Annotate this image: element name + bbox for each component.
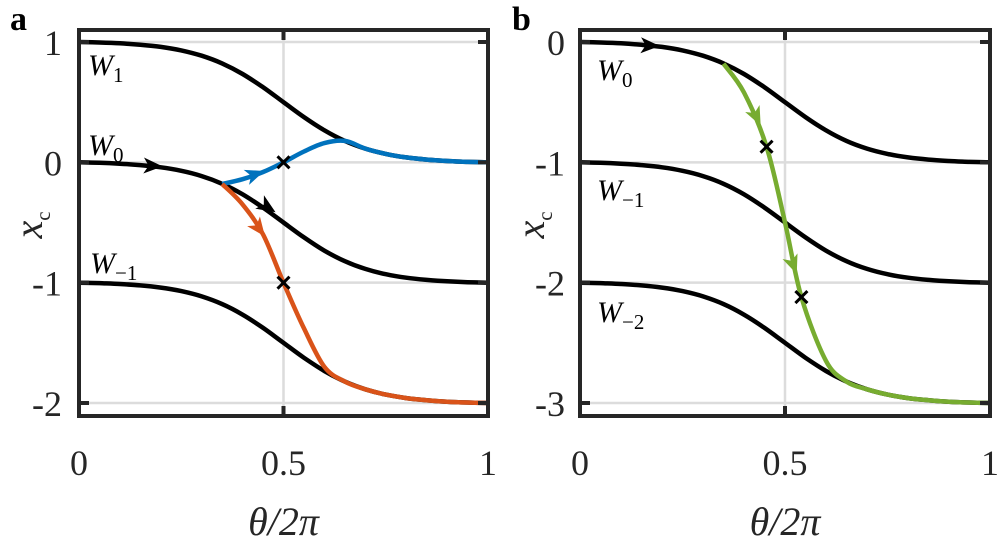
trajectory-line <box>220 182 489 406</box>
curve-label-main: W <box>88 129 116 162</box>
curve-label-W0: W0 <box>88 129 124 167</box>
trajectory-line <box>721 62 991 406</box>
y-axis-label-main: x <box>508 221 553 240</box>
curve-label-sub: −1 <box>115 261 137 285</box>
cross-marker <box>276 275 291 290</box>
y-axis-label: xc <box>508 211 557 239</box>
y-tick-label: -1 <box>535 143 565 183</box>
curve-label-main: W <box>597 174 625 207</box>
y-tick-label: 0 <box>547 23 565 63</box>
arrow-marker <box>255 195 276 213</box>
y-axis-label-sub: c <box>533 211 557 220</box>
curve-label-main: W <box>88 49 116 82</box>
panel-label: a <box>10 1 27 38</box>
curve-label-W-1: W−1 <box>597 174 644 212</box>
cross-marker <box>794 290 809 305</box>
arrow-marker <box>745 105 761 126</box>
curve-label-sub: 0 <box>113 143 124 167</box>
x-tick-label: 0.5 <box>261 443 306 483</box>
arrow-marker <box>782 253 798 274</box>
arrow-marker <box>243 169 265 185</box>
x-tick-label: 1 <box>981 443 997 483</box>
cross-marker <box>276 155 291 170</box>
curve-label-W-1: W−1 <box>90 247 137 285</box>
x-tick-label: 0 <box>571 443 589 483</box>
curve-label-sub: −2 <box>622 310 644 334</box>
curve-label-sub: −1 <box>622 188 644 212</box>
cross-marker <box>759 139 774 154</box>
y-tick-label: -3 <box>535 384 565 424</box>
series-line-W0 <box>78 160 489 285</box>
curve-label-W0: W0 <box>597 54 633 92</box>
y-axis-label: xc <box>6 211 55 239</box>
x-axis-label: θ/2π <box>750 499 822 544</box>
curve-label-W1: W1 <box>88 49 124 87</box>
arrow-marker <box>247 216 265 237</box>
y-tick-label: -1 <box>32 264 62 304</box>
curve-label-sub: 0 <box>622 68 633 92</box>
x-tick-label: 1 <box>479 443 497 483</box>
y-axis-label-main: x <box>6 221 51 240</box>
curve-label-W-2: W−2 <box>597 296 644 334</box>
curve-label-main: W <box>597 296 625 329</box>
arrow-marker <box>640 37 660 54</box>
trajectory-line <box>221 138 489 187</box>
curve-label-main: W <box>90 247 118 280</box>
y-tick-label: 1 <box>44 23 62 63</box>
x-tick-label: 0 <box>70 443 88 483</box>
y-tick-label: -2 <box>32 384 62 424</box>
arrow-marker <box>143 157 163 174</box>
curve-label-sub: 1 <box>113 63 124 87</box>
panel-label: b <box>512 1 531 38</box>
y-tick-label: 0 <box>44 143 62 183</box>
y-axis-label-sub: c <box>31 211 55 220</box>
y-tick-label: -2 <box>535 264 565 304</box>
curve-label-main: W <box>597 54 625 87</box>
x-tick-label: 0.5 <box>763 443 808 483</box>
x-axis-label: θ/2π <box>248 499 320 544</box>
